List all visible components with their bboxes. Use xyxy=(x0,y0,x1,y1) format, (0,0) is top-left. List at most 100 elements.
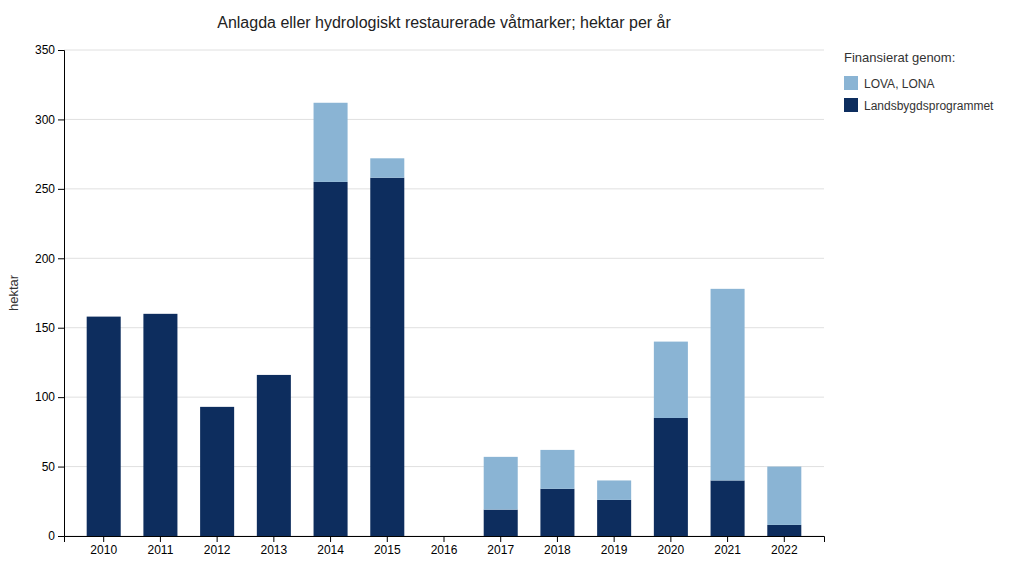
x-tick-mark xyxy=(557,536,558,542)
y-tick-label: 300 xyxy=(35,113,55,127)
y-axis-title: hektar xyxy=(6,274,21,311)
grid-line xyxy=(64,466,824,467)
bar xyxy=(597,480,631,499)
bar xyxy=(484,457,518,510)
y-tick-mark xyxy=(58,328,64,329)
x-tick-label: 2014 xyxy=(317,543,344,557)
bar xyxy=(87,316,121,317)
x-tick-mark xyxy=(330,536,331,542)
y-tick: 250 xyxy=(35,182,64,196)
x-tick-label: 2022 xyxy=(771,543,798,557)
bar xyxy=(767,525,801,536)
bar xyxy=(767,467,801,525)
plot: 0501001502002503003502010201120122013201… xyxy=(35,43,825,556)
y-tick-mark xyxy=(58,536,64,537)
legend-swatch xyxy=(844,76,858,90)
x-tick: 2015 xyxy=(374,536,401,557)
x-tick: 2010 xyxy=(90,536,117,557)
x-tick-mark xyxy=(273,536,274,542)
x-tick: 2013 xyxy=(260,536,287,557)
x-tick: 2021 xyxy=(714,536,741,557)
bar xyxy=(540,489,574,536)
x-tick-mark xyxy=(727,536,728,542)
bar xyxy=(143,313,177,314)
grid-line xyxy=(64,327,824,328)
y-tick-mark xyxy=(58,467,64,468)
y-tick: 350 xyxy=(35,43,64,57)
y-axis: 0 50 100 150 200 250 300 350 xyxy=(35,43,65,543)
y-tick-label: 150 xyxy=(35,321,55,335)
y-tick-label: 100 xyxy=(35,390,55,404)
bar xyxy=(711,480,745,536)
x-tick: 2011 xyxy=(148,536,174,557)
y-tick-label: 0 xyxy=(48,529,55,543)
x-tick-label: 2015 xyxy=(374,543,401,557)
x-tick-label: 2016 xyxy=(431,543,458,557)
y-tick: 300 xyxy=(35,113,64,127)
x-tick-mark xyxy=(670,536,671,542)
bar xyxy=(540,450,574,489)
x-axis: 2010 2011 2012 2013 2014 2015 2016 2017 2018 2019… xyxy=(65,536,825,557)
bar xyxy=(257,375,291,536)
y-tick: 0 xyxy=(48,529,64,543)
chart: 0501001502002503003502010201120122013201… xyxy=(0,0,1024,576)
grid-line xyxy=(64,50,824,51)
bar xyxy=(654,342,688,418)
y-tick-label: 50 xyxy=(42,460,56,474)
x-tick-label: 2019 xyxy=(601,543,628,557)
x-tick-label: 2021 xyxy=(714,543,741,557)
grid-line xyxy=(64,258,824,259)
y-tick-mark xyxy=(58,50,64,51)
bar xyxy=(257,374,291,375)
x-tick-label: 2012 xyxy=(204,543,231,557)
x-tick-label: 2010 xyxy=(90,543,117,557)
bar xyxy=(314,103,348,182)
x-tick: 2017 xyxy=(487,536,514,557)
x-tick-mark xyxy=(103,536,104,542)
bars xyxy=(87,103,802,536)
bar xyxy=(87,317,121,536)
legend-item: LOVA, LONA xyxy=(844,76,934,91)
y-tick-mark xyxy=(58,397,64,398)
bar xyxy=(370,158,404,177)
y-axis-line xyxy=(58,51,65,537)
bar xyxy=(200,407,234,536)
x-tick-label: 2011 xyxy=(148,543,174,557)
x-tick: 2022 xyxy=(771,536,798,557)
bar xyxy=(654,418,688,536)
bar xyxy=(597,500,631,536)
x-tick: 2018 xyxy=(544,536,571,557)
x-tick: 2014 xyxy=(317,536,344,557)
y-tick: 200 xyxy=(35,252,64,266)
x-tick-label: 2013 xyxy=(260,543,287,557)
legend-label: Landsbygdsprogrammet xyxy=(864,99,994,113)
x-tick: 2020 xyxy=(658,536,685,557)
title: Anlagda eller hydrologiskt restaurerade … xyxy=(217,14,671,31)
bar xyxy=(427,536,461,537)
x-tick: 2012 xyxy=(204,536,231,557)
x-tick-mark xyxy=(614,536,615,542)
x-tick-mark xyxy=(387,536,388,542)
bar xyxy=(200,406,234,407)
bar xyxy=(427,536,461,537)
legend-item: Landsbygdsprogrammet xyxy=(844,98,994,113)
x-tick-mark xyxy=(217,536,218,542)
x-tick-mark xyxy=(160,536,161,542)
y-tick: 100 xyxy=(35,390,64,404)
bar xyxy=(143,314,177,536)
y-tick-mark xyxy=(58,119,64,120)
x-tick-label: 2017 xyxy=(487,543,514,557)
bar xyxy=(484,510,518,536)
y-tick-label: 350 xyxy=(35,43,55,57)
x-tick-label: 2020 xyxy=(658,543,685,557)
x-tick-label: 2018 xyxy=(544,543,571,557)
bar xyxy=(314,182,348,536)
x-tick: 2016 xyxy=(431,536,458,557)
series xyxy=(314,103,802,525)
legend-title: Finansierat genom: xyxy=(844,50,955,65)
grid-line xyxy=(64,188,824,189)
bar xyxy=(370,178,404,536)
x-tick: 2019 xyxy=(601,536,628,557)
y-tick-mark xyxy=(58,189,64,190)
x-tick-mark xyxy=(784,536,785,542)
